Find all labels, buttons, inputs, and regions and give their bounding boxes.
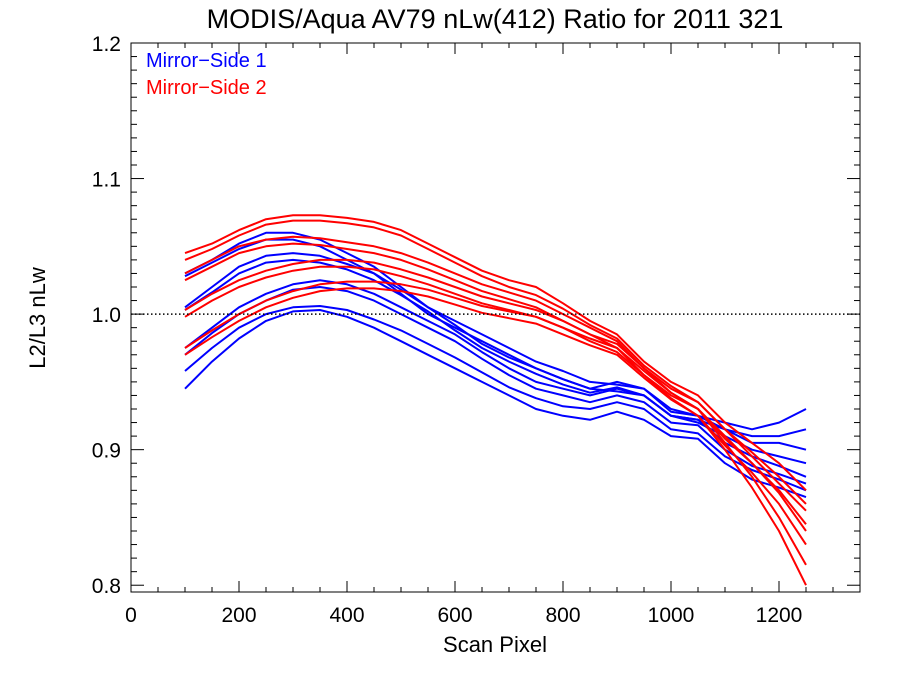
y-tick-label: 1.0 [92,304,121,327]
series-line-8 [184,309,807,499]
x-tick-label: 800 [545,604,580,627]
legend-mirror-side-1: Mirror−Side 1 [146,50,267,72]
x-tick-label: 1000 [648,604,695,627]
series-line-5 [184,279,807,478]
x-tick-label: 1200 [756,604,803,627]
x-tick-label: 0 [125,604,137,627]
y-tick-label: 0.9 [92,440,121,463]
series-line-10 [184,219,807,505]
series-line-7 [184,305,807,492]
series-line-11 [184,235,807,512]
x-tick-label: 200 [221,604,256,627]
series-line-9 [184,214,807,492]
series-line-13 [184,258,807,532]
series-line-2 [184,238,807,438]
y-tick-label: 1.2 [92,33,121,56]
x-axis-label: Scan Pixel [443,632,547,657]
axes-layer: 0 200 400 600 800 1000 1200 0.8 0.9 1.0 1.1 1.2 [92,33,861,627]
series-line-16 [184,287,807,586]
series-line-6 [184,286,807,485]
x-tick-label: 600 [437,604,472,627]
series-line-15 [184,280,807,566]
x-tick-label: 400 [329,604,364,627]
y-tick-label: 0.8 [92,575,121,598]
legend-mirror-side-2: Mirror−Side 2 [146,77,267,99]
plot-frame [130,42,861,593]
y-tick-label: 1.1 [92,169,121,192]
series-line-3 [184,252,807,451]
y-axis-label: L2/L3 nLw [25,267,50,369]
chart-title: MODIS/Aqua AV79 nLw(412) Ratio for 2011 … [207,4,784,34]
series-line-12 [184,242,807,525]
series-layer [184,214,807,586]
